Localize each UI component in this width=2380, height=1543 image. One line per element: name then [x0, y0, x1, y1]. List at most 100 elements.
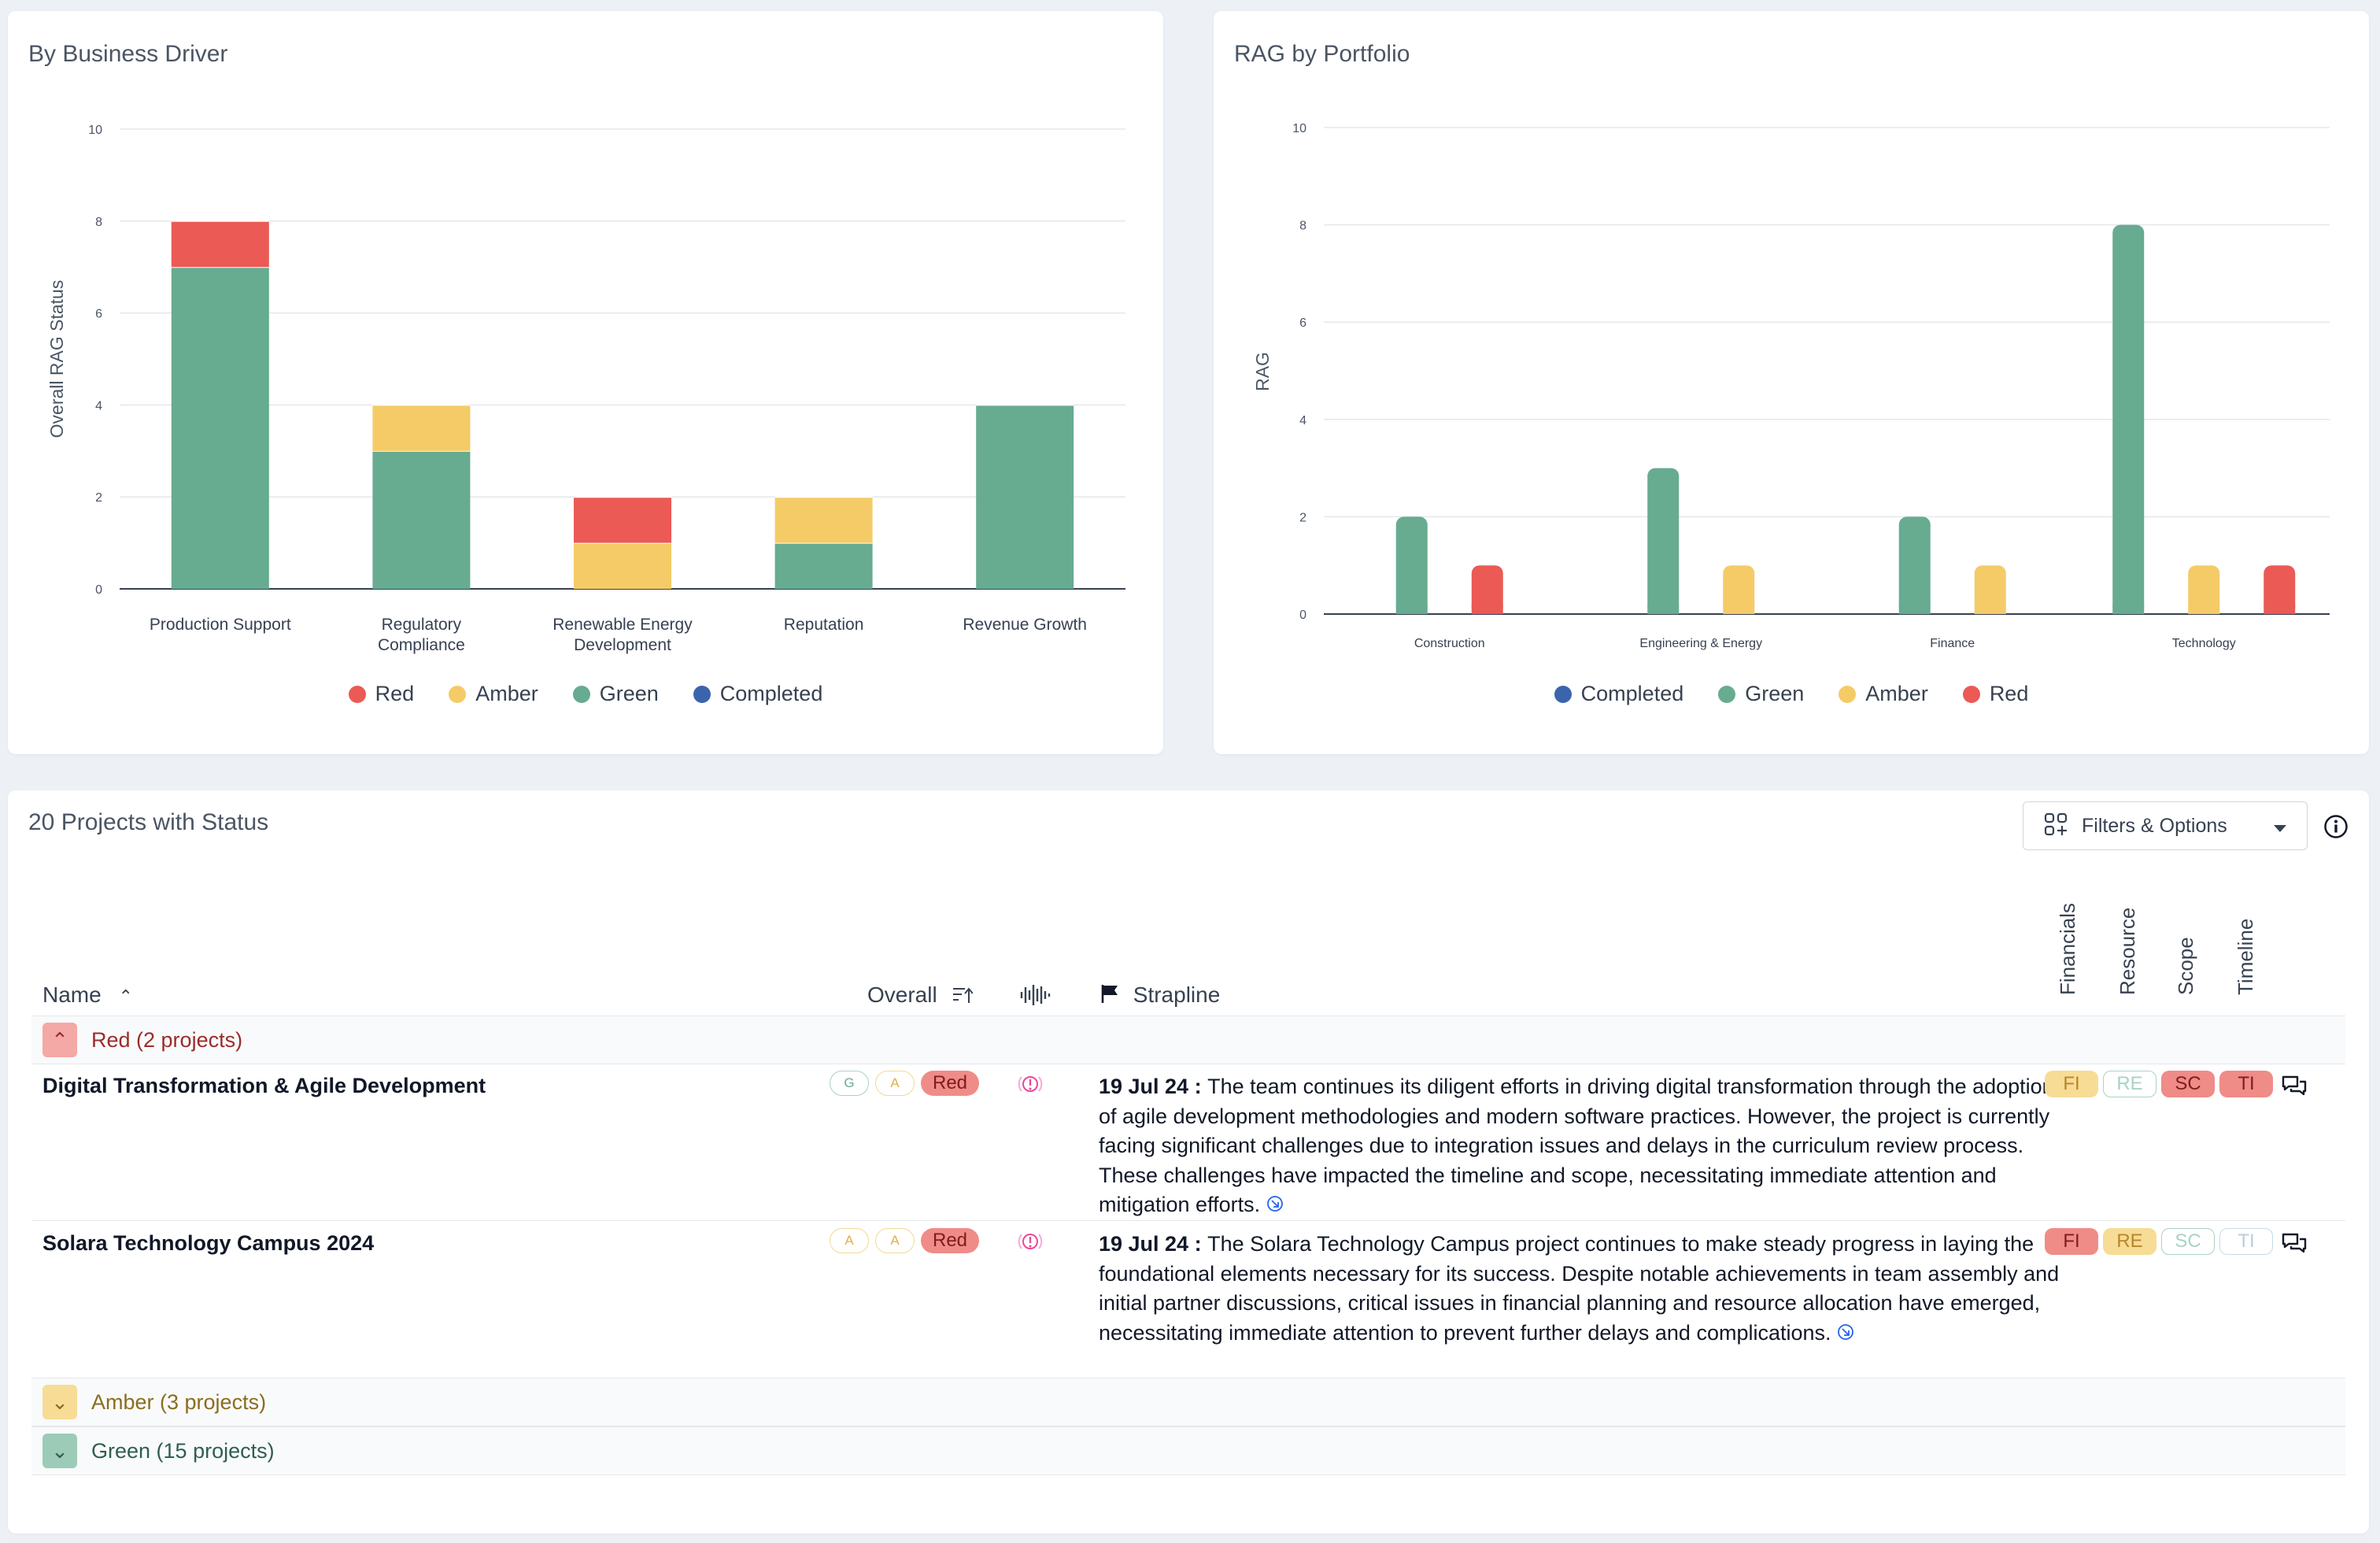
bar-red[interactable] [2264, 565, 2296, 614]
legend-item-completed[interactable]: Completed [1554, 682, 1683, 706]
x-tick-label: Engineering & Energy [1639, 637, 1762, 650]
x-tick-label: Construction [1414, 637, 1485, 650]
alert-pulse-icon[interactable] [1017, 1072, 1044, 1100]
bar-green[interactable] [2112, 224, 2145, 614]
business-driver-legend: Red Amber Green Completed [8, 682, 1163, 706]
legend-label: Green [1745, 682, 1805, 705]
chip-financials: FI [2045, 1071, 2098, 1097]
strapline-text: 19 Jul 24 : The team continues its dilig… [1099, 1072, 2067, 1221]
strapline-date: 19 Jul 24 [1099, 1232, 1189, 1256]
bar-base [1898, 605, 1931, 614]
y-axis-label: RAG [1252, 352, 1273, 391]
column-strapline-label: Strapline [1133, 982, 1221, 1007]
column-header-name[interactable]: Name ⌃ [42, 982, 133, 1008]
x-tick-label: Regulatory [382, 616, 462, 634]
legend-label: Amber [475, 682, 538, 705]
legend-dot-icon [449, 685, 467, 703]
overall-status-badge: Red [921, 1228, 979, 1253]
legend-label: Red [375, 682, 415, 705]
column-header-financials[interactable]: Financials [2056, 902, 2079, 995]
group-row-green[interactable]: ⌄ Green (15 projects) [31, 1426, 2345, 1475]
sort-lines-icon [952, 984, 974, 1009]
legend-dot-icon [1839, 685, 1857, 703]
strapline-separator: : [1188, 1232, 1208, 1256]
bar-green[interactable] [976, 405, 1074, 589]
legend-dot-icon [572, 685, 590, 703]
bar-amber[interactable] [774, 497, 873, 543]
legend-item-amber[interactable]: Amber [449, 682, 538, 706]
legend-item-red[interactable]: Red [348, 682, 415, 706]
project-name[interactable]: Solara Technology Campus 2024 [42, 1231, 375, 1255]
y-tick-label: 10 [1292, 122, 1306, 135]
chip-scope: SC [2161, 1071, 2215, 1097]
group-row-amber[interactable]: ⌄ Amber (3 projects) [31, 1378, 2345, 1426]
y-tick-label: 6 [1299, 316, 1306, 330]
x-tick-label: Reputation [784, 616, 864, 634]
legend-item-completed[interactable]: Completed [693, 682, 822, 706]
comments-icon[interactable] [2281, 1074, 2308, 1101]
y-tick-label: 2 [1299, 511, 1306, 524]
alert-pulse-icon[interactable] [1017, 1230, 1044, 1257]
legend-item-amber[interactable]: Amber [1839, 682, 1928, 706]
bar-green[interactable] [1647, 468, 1680, 614]
business-driver-title: By Business Driver [28, 41, 228, 67]
x-tick-label: Production Support [150, 616, 291, 634]
legend-label: Green [599, 682, 659, 705]
legend-dot-icon [1554, 685, 1572, 703]
column-header-resource[interactable]: Resource [2116, 907, 2139, 995]
chevron-down-icon[interactable]: ⌄ [42, 1385, 77, 1419]
y-tick-label: 4 [95, 399, 102, 413]
bar-base [1723, 605, 1755, 614]
column-name-label: Name [42, 982, 102, 1007]
legend-item-green[interactable]: Green [1718, 682, 1804, 706]
bar-base [1471, 605, 1503, 614]
bar-amber[interactable] [2188, 565, 2220, 614]
comments-icon[interactable] [2281, 1231, 2308, 1259]
bar-red[interactable] [574, 497, 671, 543]
x-tick-label: Compliance [378, 636, 465, 654]
column-header-strapline[interactable]: Strapline [1100, 982, 1220, 1009]
strapline-body: The Solara Technology Campus project con… [1099, 1232, 2060, 1345]
legend-label: Red [1989, 682, 2029, 705]
bar-base [2112, 605, 2145, 614]
pulse-icon[interactable] [1020, 984, 1051, 1010]
bar-green[interactable] [1395, 516, 1428, 614]
bar-green[interactable] [171, 267, 269, 589]
table-row[interactable]: Solara Technology Campus 2024 A A Red 19… [31, 1220, 2345, 1378]
y-tick-label: 2 [95, 491, 102, 505]
bar-red[interactable] [1471, 565, 1503, 614]
column-header-timeline[interactable]: Timeline [2234, 918, 2257, 995]
bar-base [1974, 605, 2006, 614]
expand-arrow-icon[interactable] [1266, 1191, 1284, 1221]
bar-red[interactable] [171, 220, 269, 268]
bar-green[interactable] [774, 542, 873, 589]
table-row[interactable]: Digital Transformation & Agile Developme… [31, 1063, 2345, 1221]
bar-amber[interactable] [1974, 565, 2006, 614]
overall-status-badge: Red [921, 1071, 979, 1096]
column-header-overall[interactable]: Overall [867, 982, 974, 1009]
bar-green[interactable] [1898, 516, 1931, 614]
bar-base [1395, 605, 1428, 614]
x-tick-label: Development [574, 636, 671, 654]
bar-amber[interactable] [574, 542, 671, 589]
y-tick-label: 8 [95, 216, 102, 229]
bar-base [2188, 605, 2220, 614]
column-header-scope[interactable]: Scope [2174, 937, 2197, 995]
filters-options-button[interactable]: Filters & Options [2023, 801, 2308, 850]
legend-item-red[interactable]: Red [1962, 682, 2029, 706]
expand-arrow-icon[interactable] [1837, 1319, 1854, 1349]
info-icon[interactable] [2323, 814, 2349, 843]
filters-options-label: Filters & Options [2082, 814, 2227, 837]
bar-amber[interactable] [1723, 565, 1755, 614]
chevron-up-icon[interactable]: ⌃ [42, 1023, 77, 1057]
y-tick-label: 0 [1299, 609, 1306, 622]
group-label-red: Red (2 projects) [91, 1027, 243, 1052]
bar-green[interactable] [372, 450, 471, 589]
chevron-down-icon[interactable]: ⌄ [42, 1434, 77, 1468]
legend-item-green[interactable]: Green [572, 682, 659, 706]
portfolio-chart: 0 2 4 6 8 10 RAG Construction Engineering & Ener… [1252, 122, 2330, 650]
group-label-amber: Amber (3 projects) [91, 1389, 267, 1414]
project-name[interactable]: Digital Transformation & Agile Developme… [42, 1074, 486, 1097]
group-row-red[interactable]: ⌃ Red (2 projects) [31, 1016, 2345, 1064]
bar-amber[interactable] [372, 405, 471, 451]
